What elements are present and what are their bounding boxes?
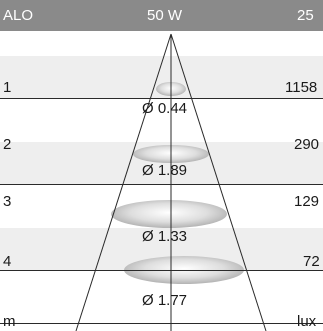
header-family-label: ALO	[3, 7, 34, 24]
distance-line	[0, 270, 323, 271]
distance-line	[0, 323, 323, 324]
distance-label: 2	[3, 136, 12, 153]
distance-line	[0, 98, 323, 99]
beam-diameter-label: Ø 1.77	[142, 292, 188, 309]
distance-label: 3	[3, 193, 12, 210]
lux-value: 1158	[285, 79, 318, 96]
header-angle-label: 25	[297, 7, 314, 24]
lux-value: 129	[294, 193, 320, 210]
lux-value: 72	[303, 253, 320, 270]
beam-cone-right-edge	[170, 33, 267, 331]
header-bar: ALO 50 W 25	[0, 0, 323, 31]
distance-label: 4	[3, 253, 12, 270]
light-spot-ellipse	[111, 200, 227, 228]
distance-line	[0, 184, 323, 185]
distance-label: 1	[3, 79, 12, 96]
lux-value: 290	[294, 136, 320, 153]
distance-unit-label: m	[3, 313, 16, 330]
beam-cone-left-edge	[75, 33, 172, 331]
beam-diameter-label: Ø 1.33	[142, 228, 188, 245]
beam-diameter-label: Ø 1.89	[142, 162, 188, 179]
illuminance-unit-label: lux	[297, 313, 317, 330]
header-wattage-label: 50 W	[147, 7, 183, 24]
beam-diameter-label: Ø 0.44	[142, 100, 188, 117]
